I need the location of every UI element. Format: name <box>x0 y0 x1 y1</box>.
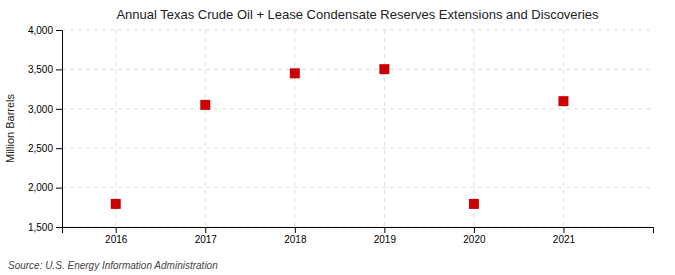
point <box>111 199 121 209</box>
x-tick-mark <box>474 227 475 233</box>
y-tick-label: 1,500 <box>28 222 53 233</box>
x-tick-label: 2021 <box>553 234 576 245</box>
point <box>290 68 300 78</box>
x-tick-mark <box>205 227 206 233</box>
y-tick: 2,000 <box>28 182 62 193</box>
y-tick-mark <box>56 188 62 189</box>
x-tick-label: 2018 <box>284 234 307 245</box>
x-tick-label: 2016 <box>105 234 128 245</box>
grid-line <box>62 30 653 31</box>
y-tick: 4,000 <box>28 25 62 36</box>
x-tick-mark <box>295 227 296 233</box>
grid-line <box>205 30 206 227</box>
y-tick-mark <box>56 30 62 31</box>
x-tick-mark <box>116 227 117 233</box>
y-tick-label: 2,000 <box>28 182 53 193</box>
y-tick-mark <box>56 109 62 110</box>
y-axis-line <box>56 31 63 228</box>
grid-line <box>115 30 116 227</box>
point <box>200 100 210 110</box>
y-tick-label: 3,000 <box>28 104 53 115</box>
x-axis: 2016 2017 2018 2019 2020 2021 <box>63 227 654 245</box>
x-tick-label: 2019 <box>374 234 397 245</box>
x-tick-mark <box>384 227 385 233</box>
y-tick-mark <box>56 227 62 228</box>
y-tick: 2,500 <box>28 143 62 154</box>
y-tick: 3,000 <box>28 104 62 115</box>
grid-line <box>384 30 385 227</box>
x-tick-label: 2020 <box>463 234 486 245</box>
point <box>379 64 389 74</box>
x-tick: 2018 <box>284 227 307 245</box>
grid-line <box>473 30 474 227</box>
points <box>111 64 569 209</box>
y-tick-mark <box>56 148 62 149</box>
point <box>558 96 568 106</box>
y-axis: 1,500 2,000 2,500 3,000 3,500 4,000 <box>28 25 63 233</box>
x-tick: 2020 <box>463 227 486 245</box>
y-tick: 1,500 <box>28 222 62 233</box>
x-axis-line <box>63 228 654 234</box>
plot: 2016 2017 2018 2019 2020 2021 1,500 2,000 2,500 3… <box>28 25 654 245</box>
x-tick: 2019 <box>374 227 397 245</box>
title: Annual Texas Crude Oil + Lease Condensat… <box>116 7 599 22</box>
y-tick-label: 4,000 <box>28 25 53 36</box>
grid-line <box>62 108 653 109</box>
grid-line <box>294 30 295 227</box>
y-tick-label: 2,500 <box>28 143 53 154</box>
x-tick-label: 2017 <box>195 234 218 245</box>
x-tick: 2016 <box>105 227 128 245</box>
x-tick-mark <box>563 227 564 233</box>
y-axis-title: Million Barrels <box>4 93 16 163</box>
source: Source: U.S. Energy Information Administ… <box>8 260 218 271</box>
grid <box>62 30 653 227</box>
grid-line <box>62 148 653 149</box>
point <box>469 199 479 209</box>
y-tick: 3,500 <box>28 64 62 75</box>
x-tick: 2021 <box>553 227 576 245</box>
grid-line <box>563 30 564 227</box>
y-tick-label: 3,500 <box>28 64 53 75</box>
grid-line <box>62 69 653 70</box>
chart: 2016 2017 2018 2019 2020 2021 1,500 2,000 2,500 3… <box>0 0 675 275</box>
grid-line <box>62 187 653 188</box>
y-tick-mark <box>56 69 62 70</box>
x-tick: 2017 <box>195 227 218 245</box>
